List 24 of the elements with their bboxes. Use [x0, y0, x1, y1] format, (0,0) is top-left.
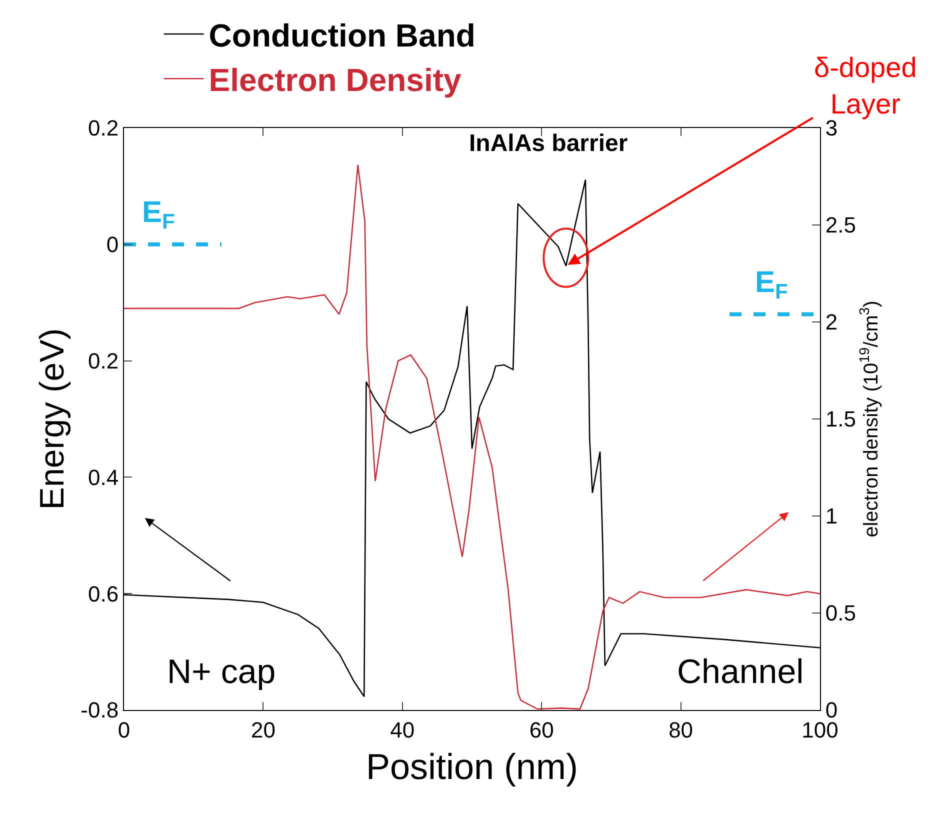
x-tick-label: 60: [529, 717, 554, 742]
annotation: N+ cap: [167, 653, 276, 691]
x-axis-title: Position (nm): [366, 746, 578, 788]
y2-tick-label: 2: [825, 310, 838, 335]
annotation: InAlAs barrier: [469, 130, 628, 157]
y2-tick-label: 0.5: [825, 600, 856, 626]
x-tick-label: 20: [250, 717, 276, 742]
legend-label: Conduction Band: [208, 18, 476, 54]
y-axis-title: Energy (eV): [33, 328, 72, 510]
y2-tick-label: 2.5: [825, 212, 856, 238]
y-tick-label: -0.8: [80, 698, 119, 723]
y-tick-label: 0.6: [88, 581, 119, 606]
y-tick-label: 0: [106, 232, 119, 258]
legend-label: Electron Density: [208, 62, 462, 98]
y-tick-label: 0.4: [88, 464, 119, 490]
y-tick-label: 0.2: [88, 348, 119, 374]
annotation: E$_{F}$: [755, 266, 788, 304]
y2-tick-label: 1: [825, 504, 838, 529]
y2-tick-label: 1.5: [825, 406, 856, 432]
y-tick-label: 0.2: [88, 116, 119, 141]
annotation: Channel: [677, 653, 804, 691]
annotation: E$_{F}$: [142, 196, 176, 234]
x-tick-label: 80: [668, 717, 694, 742]
x-tick-label: 40: [390, 717, 415, 742]
